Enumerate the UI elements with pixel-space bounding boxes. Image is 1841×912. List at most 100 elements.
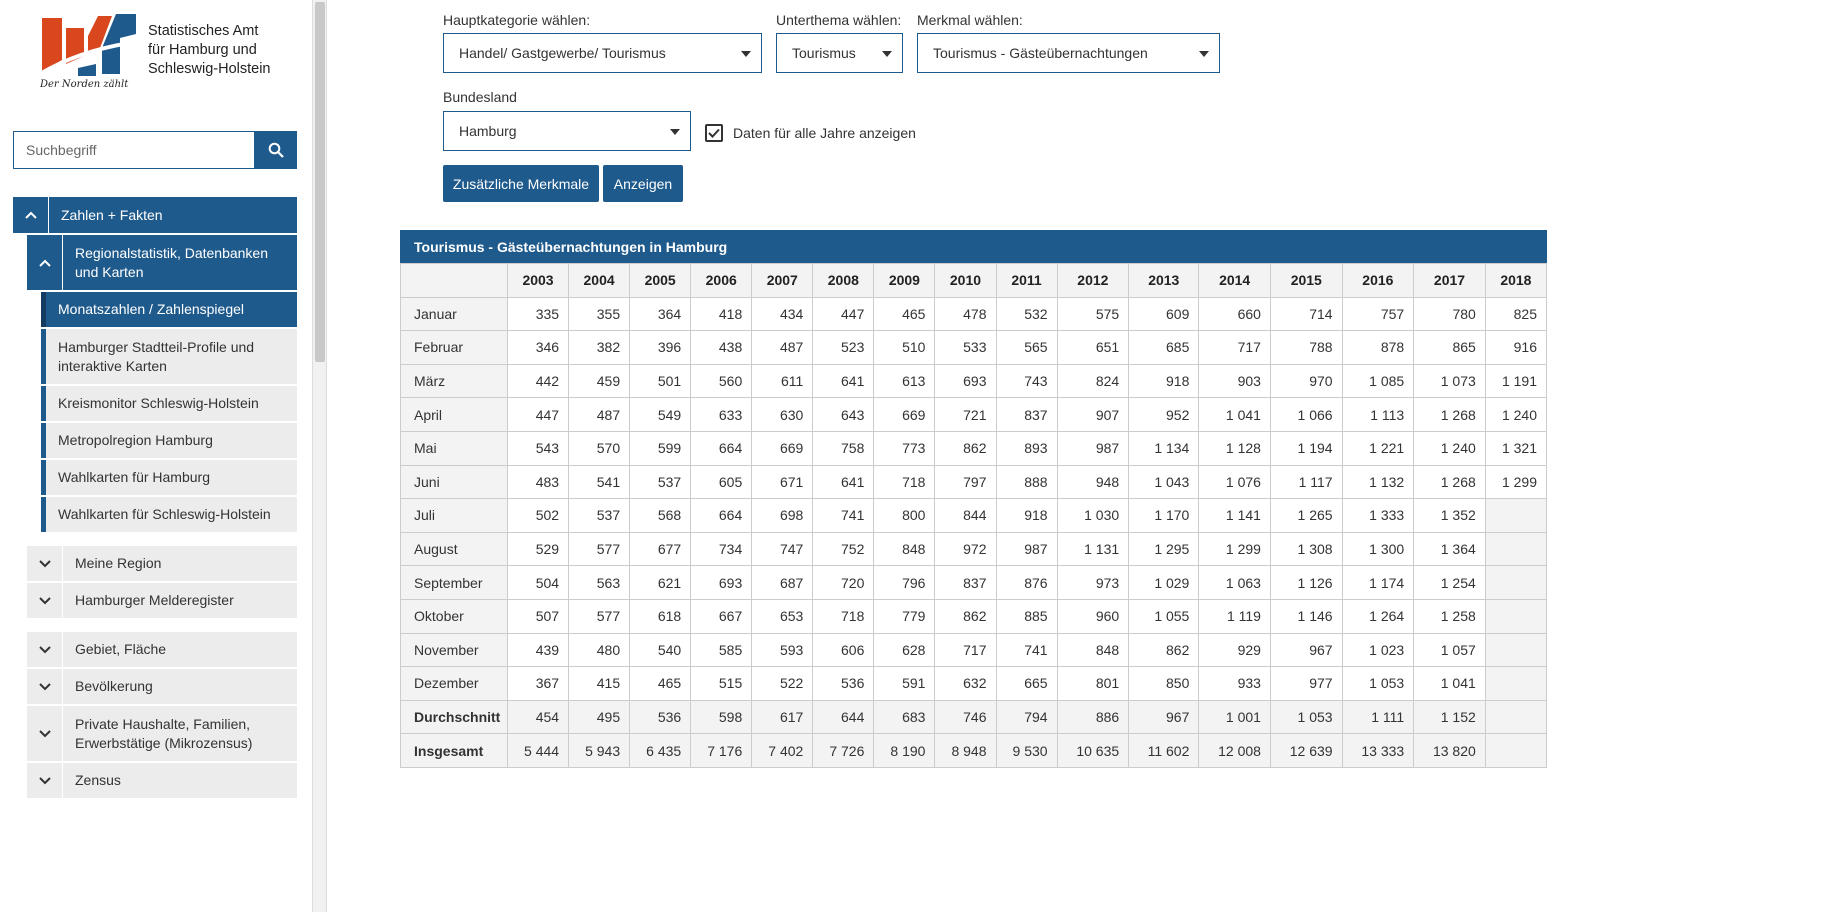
anzeigen-button[interactable]: Anzeigen bbox=[603, 165, 683, 202]
table-cell: 523 bbox=[812, 330, 875, 365]
scrollbar-thumb[interactable] bbox=[315, 2, 325, 362]
search-button[interactable] bbox=[254, 131, 297, 169]
table-cell: 844 bbox=[934, 498, 997, 533]
zusaetzliche-merkmale-button[interactable]: Zusätzliche Merkmale bbox=[443, 165, 599, 202]
table-corner-cell bbox=[400, 263, 508, 298]
table-row: Dezember 367 415 465 515 522 536 591 632 665 801 85… bbox=[400, 666, 1548, 701]
search-icon bbox=[268, 142, 284, 158]
table-cell: 721 bbox=[934, 397, 997, 432]
caret-down-icon bbox=[741, 51, 751, 57]
table-cell: 6 435 bbox=[629, 733, 692, 768]
table-cell: 714 bbox=[1269, 296, 1343, 332]
table-cell: 533 bbox=[934, 330, 997, 365]
table-cell: 507 bbox=[506, 598, 570, 634]
table-cell: 1 041 bbox=[1198, 397, 1271, 432]
table-cell: 773 bbox=[873, 430, 936, 466]
chevron-down-icon[interactable] bbox=[27, 583, 63, 618]
table-cell: 577 bbox=[568, 531, 631, 567]
nav-zahlen-fakten[interactable]: Zahlen + Fakten bbox=[13, 197, 297, 233]
year-header: 2018 bbox=[1484, 263, 1548, 298]
row-label: März bbox=[400, 363, 508, 399]
table-cell: 916 bbox=[1484, 330, 1548, 365]
nav-zensus[interactable]: Zensus bbox=[27, 763, 297, 798]
caret-down-icon bbox=[882, 51, 892, 57]
table-cell: 529 bbox=[506, 531, 570, 567]
table-cell: 1 134 bbox=[1128, 430, 1200, 466]
bundesland-select[interactable]: Hamburg bbox=[443, 111, 691, 151]
unterthema-select[interactable]: Tourismus bbox=[776, 33, 903, 73]
table-cell: 788 bbox=[1269, 330, 1343, 365]
chevron-down-icon[interactable] bbox=[27, 706, 63, 761]
table-row: Mai 543 570 599 664 669 758 773 862 893 987 1 134 1 … bbox=[400, 430, 1548, 466]
row-label: Februar bbox=[400, 330, 508, 365]
nav-wahlkarten-hamburg[interactable]: Wahlkarten für Hamburg bbox=[41, 460, 297, 495]
nav-label: Zahlen + Fakten bbox=[61, 206, 163, 223]
table-cell: 977 bbox=[1269, 666, 1343, 701]
merkmal-value: Tourismus - Gästeübernachtungen bbox=[933, 45, 1148, 61]
table-cell: 669 bbox=[751, 430, 814, 466]
row-label: Juli bbox=[400, 498, 508, 533]
chevron-down-icon[interactable] bbox=[27, 546, 63, 581]
table-cell: 1 041 bbox=[1413, 666, 1486, 701]
table-cell: 948 bbox=[1056, 464, 1130, 500]
table-cell: 747 bbox=[751, 531, 814, 567]
table-cell: 664 bbox=[690, 498, 753, 533]
table-cell: 565 bbox=[995, 330, 1058, 365]
table-cell: 633 bbox=[690, 397, 753, 432]
table-cell: 862 bbox=[934, 598, 997, 634]
row-label: Januar bbox=[400, 296, 508, 332]
chevron-down-icon[interactable] bbox=[27, 763, 63, 798]
table-cell: 504 bbox=[506, 565, 570, 600]
table-cell: 487 bbox=[751, 330, 814, 365]
chevron-down-icon[interactable] bbox=[27, 632, 63, 667]
table-cell: 1 300 bbox=[1341, 531, 1415, 567]
nav-monatszahlen[interactable]: Monatszahlen / Zahlenspiegel bbox=[41, 292, 297, 327]
table-cell: 606 bbox=[812, 632, 875, 668]
merkmal-select[interactable]: Tourismus - Gästeübernachtungen bbox=[917, 33, 1220, 73]
nav-meine-region[interactable]: Meine Region bbox=[27, 546, 297, 581]
nav-metropolregion[interactable]: Metropolregion Hamburg bbox=[41, 423, 297, 458]
nav-gebiet-flaeche[interactable]: Gebiet, Fläche bbox=[27, 632, 297, 667]
nav-stadtteil-profile[interactable]: Hamburger Stadtteil-Profile und interakt… bbox=[41, 329, 297, 384]
table-cell: 335 bbox=[506, 296, 570, 332]
chevron-up-icon[interactable] bbox=[27, 235, 63, 290]
table-row: August 529 577 677 734 747 752 848 972 987 1 131 1 … bbox=[400, 531, 1548, 567]
nav-label: Gebiet, Fläche bbox=[75, 641, 167, 657]
table-cell: 1 321 bbox=[1484, 430, 1548, 466]
hauptkategorie-select[interactable]: Handel/ Gastgewerbe/ Tourismus bbox=[443, 33, 762, 73]
table-cell: 1 066 bbox=[1269, 397, 1343, 432]
table-row: März 442 459 501 560 611 641 613 693 743 824 918 903… bbox=[400, 363, 1548, 399]
table-cell: 643 bbox=[812, 397, 875, 432]
table-cell: 1 063 bbox=[1198, 565, 1271, 600]
table-cell: 933 bbox=[1198, 666, 1271, 701]
row-label: Juni bbox=[400, 464, 508, 500]
nav-private-haushalte[interactable]: Private Haushalte, Familien, Erwerbstäti… bbox=[27, 706, 297, 761]
logo-mark-icon bbox=[40, 14, 137, 76]
table-cell: 685 bbox=[1128, 330, 1200, 365]
table-cell: 1 146 bbox=[1269, 598, 1343, 634]
alle-jahre-checkbox[interactable] bbox=[705, 124, 723, 142]
nav-label: Wahlkarten für Schleswig-Holstein bbox=[58, 506, 271, 522]
sidebar-scrollbar[interactable] bbox=[312, 0, 327, 912]
table-cell: 824 bbox=[1056, 363, 1130, 399]
nav-label: Regionalstatistik, Datenbanken und Karte… bbox=[75, 244, 269, 280]
row-label: April bbox=[400, 397, 508, 432]
chevron-up-icon[interactable] bbox=[13, 197, 49, 233]
alle-jahre-option[interactable]: Daten für alle Jahre anzeigen bbox=[705, 124, 916, 142]
nav-melderegister[interactable]: Hamburger Melderegister bbox=[27, 583, 297, 618]
search-input[interactable] bbox=[13, 131, 254, 169]
table-row: April 447 487 549 633 630 643 669 721 837 907 952 1 … bbox=[400, 397, 1548, 432]
table-cell: 1 299 bbox=[1198, 531, 1271, 567]
table-cell: 641 bbox=[812, 363, 875, 399]
chevron-down-icon[interactable] bbox=[27, 669, 63, 704]
table-cell: 585 bbox=[690, 632, 753, 668]
table-cell: 671 bbox=[751, 464, 814, 500]
table-cell: 651 bbox=[1056, 330, 1130, 365]
nav-regionalstatistik[interactable]: Regionalstatistik, Datenbanken und Karte… bbox=[27, 235, 297, 290]
nav-bevoelkerung[interactable]: Bevölkerung bbox=[27, 669, 297, 704]
nav-wahlkarten-sh[interactable]: Wahlkarten für Schleswig-Holstein bbox=[41, 497, 297, 532]
logo[interactable]: Statistisches Amt für Hamburg und Schles… bbox=[40, 12, 312, 92]
table-cell: 837 bbox=[995, 397, 1058, 432]
nav-kreismonitor[interactable]: Kreismonitor Schleswig-Holstein bbox=[41, 386, 297, 421]
table-cell: 536 bbox=[629, 699, 692, 735]
